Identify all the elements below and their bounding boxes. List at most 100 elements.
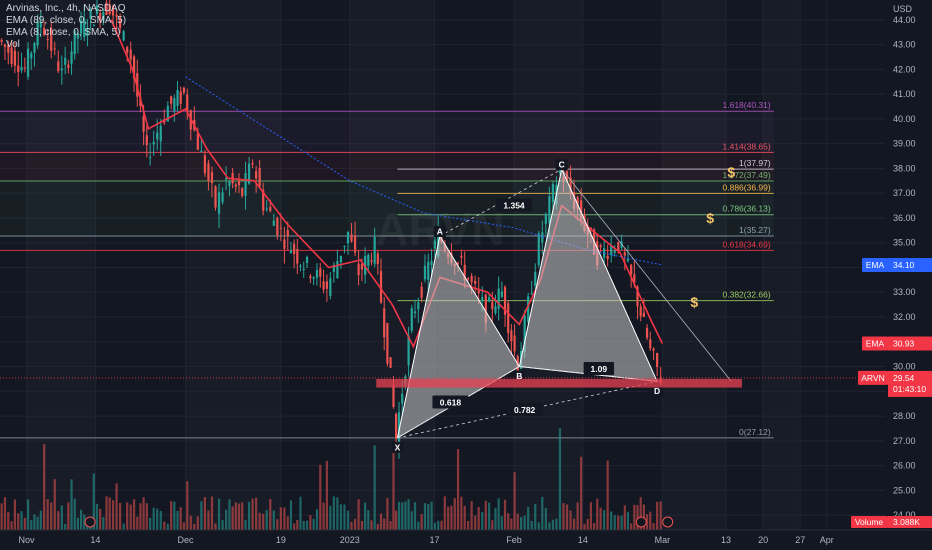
candle-body — [111, 5, 115, 16]
candle-body — [510, 330, 513, 342]
volume-legend[interactable]: Vol — [6, 39, 20, 50]
price-tick-label: 38.00 — [893, 163, 916, 173]
volume-bar — [228, 499, 231, 530]
candle-body — [145, 135, 148, 146]
candle-body — [599, 245, 602, 248]
target-zone — [376, 378, 742, 388]
time-tick-label: 19 — [276, 535, 286, 545]
fib-label: 0.618(34.69) — [723, 239, 771, 249]
candle-body — [36, 21, 39, 46]
volume-bar — [603, 510, 606, 530]
volume-bar — [255, 497, 258, 530]
time-axis[interactable]: Nov 14 Dec 19 2023 17 Feb 14 Mar 13 20 27 Apr — [0, 529, 932, 550]
volume-bar — [39, 510, 42, 530]
candle-body — [513, 335, 516, 352]
candle-body — [500, 291, 503, 297]
point-label-bg — [513, 370, 526, 382]
price-tick-label: 32.00 — [893, 312, 916, 322]
volume-bar — [67, 502, 70, 530]
candle-body — [376, 253, 379, 264]
candle-body — [636, 286, 639, 307]
candle-body — [460, 255, 463, 258]
volume-bar — [156, 508, 159, 530]
candle-body — [530, 293, 533, 295]
candle-body — [234, 184, 237, 187]
volume-bar — [589, 502, 592, 530]
volume-bar — [170, 501, 173, 530]
volume-bar — [463, 505, 466, 530]
candle-body — [86, 29, 89, 36]
volume-bar — [447, 506, 450, 530]
volume-bar — [182, 522, 185, 530]
candle-body — [50, 27, 53, 51]
volume-bar — [494, 507, 497, 530]
volume-bar — [247, 501, 251, 530]
ema-fast-legend[interactable]: EMA (8, close, 0, SMA, 5) — [6, 27, 121, 38]
ratio-label-bg — [583, 362, 615, 376]
candle-body — [76, 33, 80, 39]
price-tick-label: 36.00 — [893, 213, 916, 223]
volume-bars — [0, 428, 662, 530]
time-tick-label: Apr — [820, 535, 834, 545]
volume-bar — [286, 516, 289, 530]
volume-bar — [221, 519, 224, 530]
volume-bar — [272, 510, 275, 530]
candle-body — [23, 67, 26, 69]
candle-body — [558, 167, 562, 174]
volume-bar — [470, 501, 473, 530]
ema-value-badge — [888, 258, 932, 272]
volume-bar — [523, 515, 526, 530]
candle-body — [105, 2, 108, 16]
price-axis[interactable]: USD24.0025.0026.0027.0028.0029.0030.0031… — [885, 0, 932, 550]
volume-bar — [325, 460, 329, 530]
volume-bar — [467, 520, 470, 530]
volume-bar — [507, 513, 510, 530]
candle-body — [410, 308, 413, 331]
time-tick-label: 14 — [90, 535, 100, 545]
volume-bar — [360, 520, 364, 530]
candle-body — [244, 173, 247, 196]
volume-bar — [367, 510, 370, 530]
time-tick-label: Dec — [177, 535, 194, 545]
volume-bar — [580, 456, 583, 530]
candle-body — [43, 27, 46, 36]
candle-body — [484, 294, 487, 324]
candle-body — [379, 270, 383, 303]
volume-bar — [544, 508, 547, 530]
volume-bar — [623, 505, 626, 530]
volume-value: 3.088K — [893, 517, 920, 527]
price-tick-label: 42.00 — [893, 64, 916, 74]
volume-bar — [423, 503, 427, 530]
candle-body — [613, 250, 616, 253]
volume-bar — [126, 502, 129, 530]
volume-bar — [309, 515, 312, 530]
candle-body — [343, 245, 346, 247]
candle-body — [173, 98, 176, 112]
volume-bar — [265, 509, 268, 530]
volume-bar — [392, 447, 395, 530]
candle-body — [497, 288, 500, 309]
volume-bar — [210, 496, 214, 530]
candle-body — [645, 327, 649, 338]
volume-bar — [64, 523, 67, 530]
candle-body — [534, 271, 537, 286]
volume-bar — [520, 517, 523, 530]
volume-bar — [645, 514, 649, 530]
price-tick-label: 25.00 — [893, 485, 916, 495]
volume-bar — [244, 520, 247, 530]
candle-body — [656, 353, 659, 367]
symbol-title[interactable]: Arvinas, Inc., 4h, NASDAQ — [6, 3, 126, 14]
volume-bar — [283, 507, 286, 530]
volume-bar — [276, 519, 279, 530]
candle-body — [17, 65, 20, 72]
ema-slow-legend[interactable]: EMA (89, close, 0, SMA, 5) — [6, 15, 127, 26]
fib-label: 1(35.27) — [739, 225, 771, 235]
candle-body — [30, 53, 33, 59]
volume-bar — [36, 516, 39, 530]
candle-body — [132, 56, 136, 79]
ema-value-badge — [888, 336, 932, 351]
grid-band — [185, 0, 281, 530]
grid-band — [26, 0, 96, 530]
volume-bar — [510, 518, 513, 530]
